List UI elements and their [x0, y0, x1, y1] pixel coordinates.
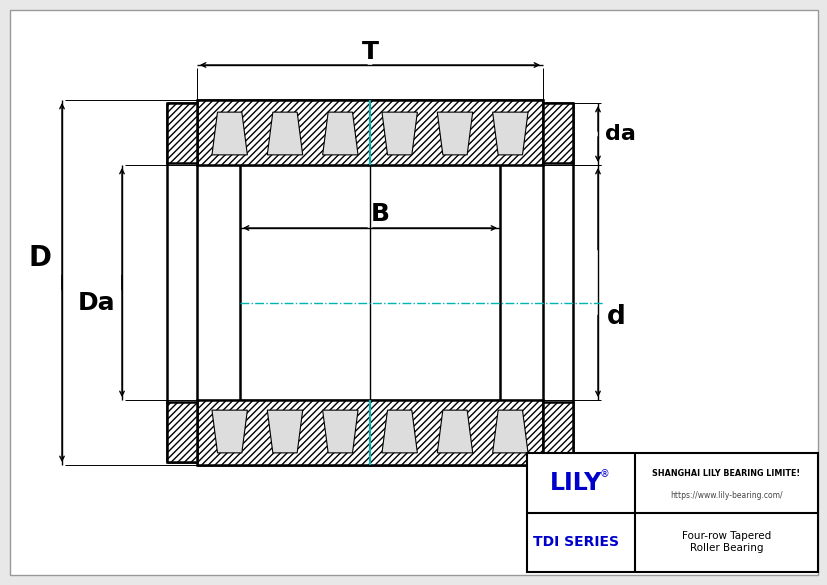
- Text: D: D: [28, 243, 51, 271]
- Bar: [543, 103, 572, 163]
- Bar: [197, 100, 543, 165]
- Text: da: da: [604, 124, 634, 144]
- Bar: [526, 453, 817, 572]
- Text: ®: ®: [600, 469, 609, 479]
- Polygon shape: [381, 112, 417, 155]
- Text: SHANGHAI LILY BEARING LIMITE!: SHANGHAI LILY BEARING LIMITE!: [652, 469, 800, 479]
- Text: https://www.lily-bearing.com/: https://www.lily-bearing.com/: [669, 491, 782, 500]
- Bar: [167, 402, 197, 462]
- Polygon shape: [267, 410, 303, 453]
- Polygon shape: [492, 410, 528, 453]
- Polygon shape: [437, 112, 472, 155]
- Polygon shape: [212, 410, 247, 453]
- Polygon shape: [267, 112, 303, 155]
- Text: LILY: LILY: [549, 471, 601, 495]
- Polygon shape: [437, 410, 472, 453]
- Bar: [543, 402, 572, 462]
- Text: Four-row Tapered
Roller Bearing: Four-row Tapered Roller Bearing: [681, 531, 770, 553]
- Bar: [167, 103, 197, 163]
- Polygon shape: [212, 112, 247, 155]
- Text: TDI SERIES: TDI SERIES: [533, 535, 618, 549]
- Text: T: T: [361, 40, 378, 64]
- Text: Da: Da: [78, 291, 116, 315]
- Polygon shape: [323, 112, 357, 155]
- Polygon shape: [323, 410, 357, 453]
- Text: B: B: [370, 202, 389, 226]
- Polygon shape: [381, 410, 417, 453]
- Text: d: d: [606, 305, 624, 331]
- Polygon shape: [492, 112, 528, 155]
- Bar: [197, 400, 543, 465]
